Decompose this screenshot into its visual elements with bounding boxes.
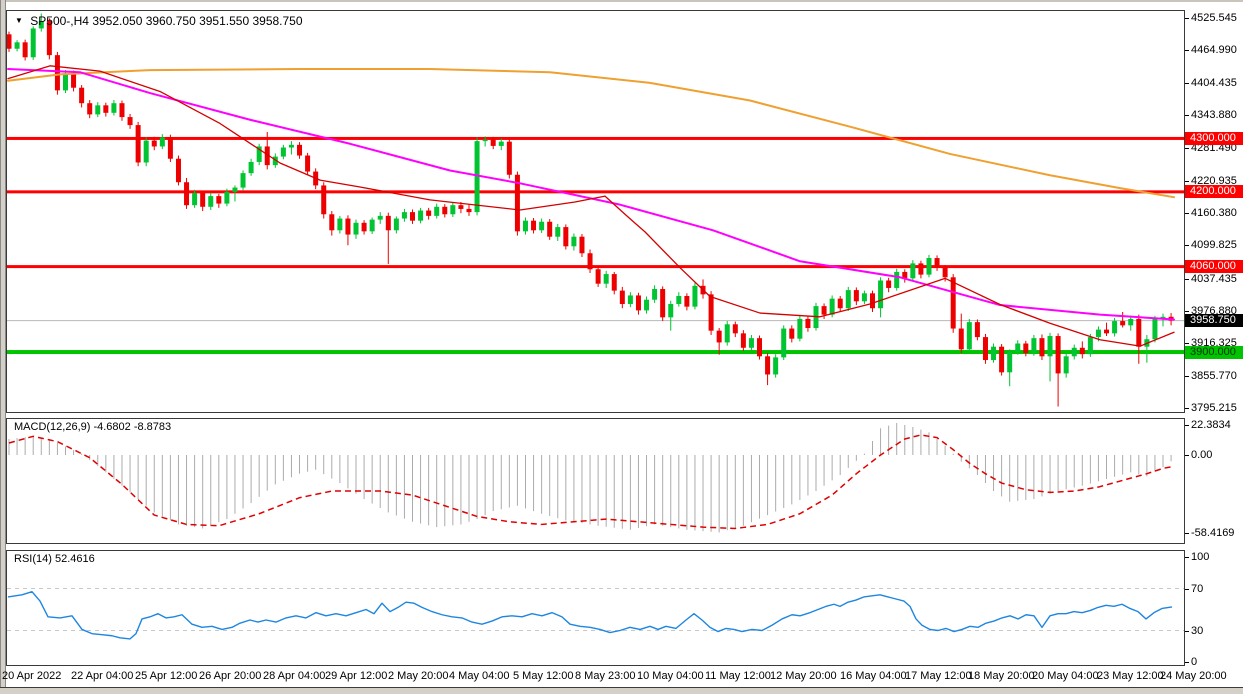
chart-title: ▼ SP500-,H4 3952.050 3960.750 3951.550 3…	[15, 14, 303, 28]
axis-tick	[1185, 662, 1189, 663]
time-axis-label: 12 May 20:00	[770, 670, 837, 682]
axis-tick	[1185, 343, 1189, 344]
axis-tick-label: 4160.380	[1191, 207, 1237, 219]
axis-tick-label: 4525.545	[1191, 12, 1237, 24]
axis-tick-label: 4220.935	[1191, 175, 1237, 187]
time-axis[interactable]: 20 Apr 2022 22 Apr 04:00 25 Apr 12:00 26 Ap…	[0, 668, 1227, 686]
horizontal-scrollbar[interactable]	[0, 687, 1243, 694]
price-chart-panel[interactable]: ▼ SP500-,H4 3952.050 3960.750 3951.550 3…	[6, 10, 1185, 413]
rsi-label: RSI(14) 52.4616	[14, 553, 95, 565]
axis-tick-label: 70	[1191, 583, 1204, 595]
axis-tick	[1185, 83, 1189, 84]
axis-tick	[1185, 376, 1189, 377]
rsi-chart-surface	[7, 588, 1184, 640]
axis-tick	[1185, 425, 1189, 426]
time-axis-label: 26 Apr 20:00	[199, 670, 262, 682]
chart-ohlc-values: 3952.050 3960.750 3951.550 3958.750	[92, 14, 303, 28]
time-axis-label: 20 May 04:00	[1032, 670, 1099, 682]
time-axis-label: 22 Apr 04:00	[71, 670, 134, 682]
price-level-badge: 3900.000	[1185, 346, 1243, 359]
axis-tick	[1185, 279, 1189, 280]
price-level-badge: 4300.000	[1185, 132, 1243, 145]
price-level-badge: 3958.750	[1185, 314, 1243, 327]
price-level-badge: 4200.000	[1185, 185, 1243, 198]
time-axis-label: 2 May 20:00	[388, 670, 449, 682]
time-axis-label: 4 May 04:00	[449, 670, 510, 682]
candlestick-chart-surface	[7, 13, 1184, 407]
time-axis-label: 8 May 23:00	[575, 670, 636, 682]
axis-tick	[1185, 115, 1189, 116]
axis-tick-label: 4404.435	[1191, 77, 1237, 89]
chart-dropdown-icon[interactable]: ▼	[15, 16, 23, 25]
time-axis-label: 17 May 12:00	[905, 670, 972, 682]
axis-tick-label: 4099.825	[1191, 239, 1237, 251]
axis-tick-label: 3795.215	[1191, 402, 1237, 414]
axis-tick	[1185, 311, 1189, 312]
macd-chart-surface	[8, 422, 1172, 533]
axis-tick-label: 100	[1191, 551, 1210, 563]
axis-tick	[1185, 181, 1189, 182]
axis-tick	[1185, 455, 1189, 456]
axis-tick-label: 0.00	[1191, 449, 1213, 461]
axis-tick	[1185, 18, 1189, 19]
price-level-badge: 4060.000	[1185, 260, 1243, 273]
axis-tick	[1185, 50, 1189, 51]
time-axis-label: 25 Apr 12:00	[135, 670, 198, 682]
axis-tick-label: 4037.435	[1191, 273, 1237, 285]
macd-label: MACD(12,26,9) -4.6802 -8.8783	[14, 421, 172, 433]
chart-symbol-timeframe: SP500-,H4	[30, 14, 89, 28]
time-axis-label: 28 Apr 04:00	[263, 670, 326, 682]
time-axis-label: 5 May 12:00	[513, 670, 574, 682]
axis-tick-label: 30	[1191, 625, 1204, 637]
axis-tick-label: 0	[1191, 656, 1198, 668]
axis-tick	[1185, 148, 1189, 149]
axis-tick-label: 4343.880	[1191, 109, 1237, 121]
axis-tick	[1185, 589, 1189, 590]
axis-tick-label: 3855.770	[1191, 370, 1237, 382]
axis-tick-label: 4281.490	[1191, 142, 1237, 154]
axis-tick	[1185, 631, 1189, 632]
axis-tick-label: -58.4169	[1191, 527, 1235, 539]
axis-tick	[1185, 245, 1189, 246]
time-axis-label: 11 May 12:00	[705, 670, 771, 682]
price-axis[interactable]: 4525.545 4464.990 4404.435 4343.880 4281.490…	[1185, 0, 1243, 686]
axis-tick	[1185, 533, 1189, 534]
time-axis-label: 18 May 20:00	[968, 670, 1035, 682]
time-axis-label: 24 May 20:00	[1160, 670, 1227, 682]
time-axis-label: 10 May 04:00	[637, 670, 704, 682]
time-axis-label: 16 May 04:00	[840, 670, 907, 682]
axis-tick	[1185, 557, 1189, 558]
time-axis-label: 29 Apr 12:00	[325, 670, 388, 682]
axis-tick	[1185, 408, 1189, 409]
macd-indicator-panel[interactable]: MACD(12,26,9) -4.6802 -8.8783	[6, 418, 1185, 544]
axis-tick-label: 22.3834	[1191, 419, 1231, 431]
axis-tick	[1185, 213, 1189, 214]
axis-tick-label: 4464.990	[1191, 44, 1237, 56]
time-axis-label: 20 Apr 2022	[2, 670, 62, 682]
window-top-edge	[0, 0, 1243, 2]
window-left-edge	[0, 0, 6, 688]
rsi-indicator-panel[interactable]: RSI(14) 52.4616	[6, 550, 1185, 666]
time-axis-label: 23 May 12:00	[1097, 670, 1164, 682]
